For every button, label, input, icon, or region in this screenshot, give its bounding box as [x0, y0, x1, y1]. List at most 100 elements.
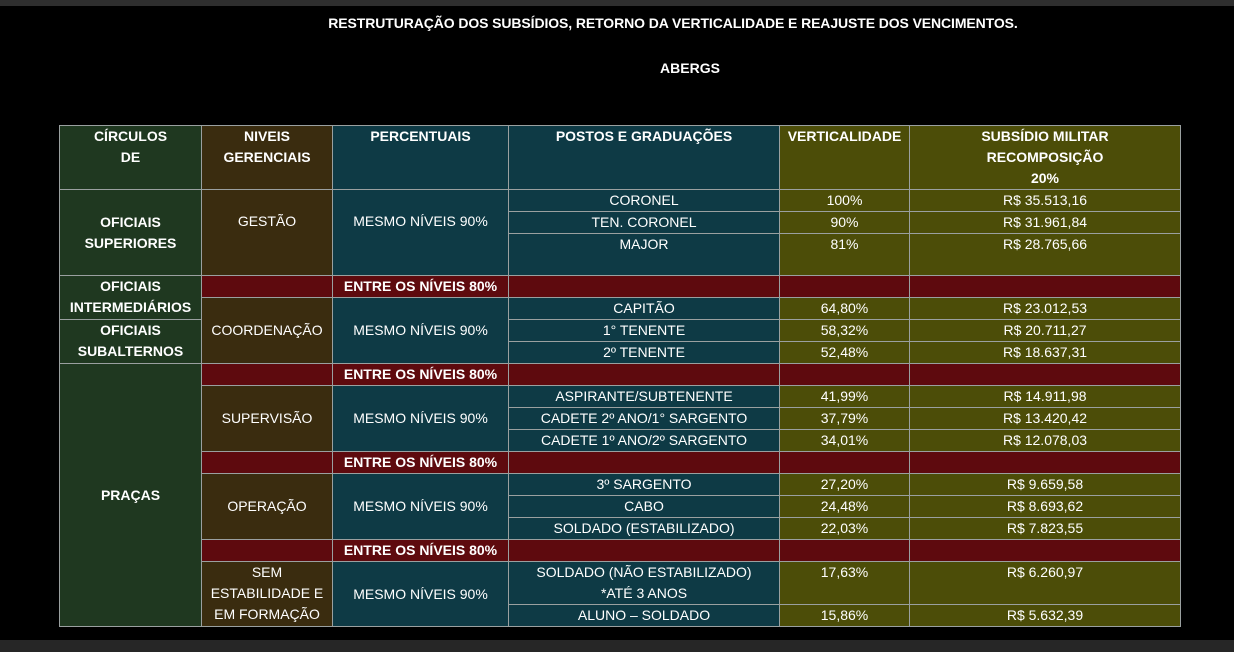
- window-top-bar: [0, 0, 1234, 6]
- nivel-coordenacao: COORDENAÇÃO: [201, 297, 333, 364]
- posto-line: SOLDADO (NÃO ESTABILIZADO): [536, 564, 752, 580]
- header-circulos-line: CÍRCULOS: [93, 128, 168, 144]
- header-subsidio-line: SUBSÍDIO MILITAR: [981, 128, 1109, 144]
- table-row: COORDENAÇÃO MESMO NÍVEIS 90% CAPITÃO 64,…: [60, 297, 1181, 364]
- header-niveis: NIVEIS GERENCIAIS: [201, 125, 333, 190]
- table-row: CADETE 1º ANO/2º SARGENTO 34,01% R$ 12.0…: [60, 429, 1181, 452]
- table-row: SUPERVISÃO MESMO NÍVEIS 90% ASPIRANTE/SU…: [60, 385, 1181, 452]
- entre-niveis-spacer: [508, 451, 780, 474]
- table-row: SEM ESTABILIDADE E EM FORMAÇÃO MESMO NÍV…: [60, 561, 1181, 627]
- circulo-oficiais-subalternos: OFICIAIS SUBALTERNOS: [59, 319, 202, 364]
- entre-niveis-spacer: [779, 363, 910, 386]
- entre-niveis-row: ENTRE OS NÍVEIS 80%: [60, 539, 1181, 562]
- subsidio-cell: R$ 35.513,16: [909, 189, 1181, 212]
- subsidio-cell: R$ 5.632,39: [909, 604, 1181, 627]
- subsidio-cell: R$ 12.078,03: [909, 429, 1181, 452]
- verticalidade-cell: 27,20%: [779, 473, 910, 496]
- verticalidade-cell: 58,32%: [779, 319, 910, 342]
- subsidio-cell: R$ 20.711,27: [909, 319, 1181, 342]
- circulo-line: SUPERIORES: [84, 234, 177, 251]
- header-subsidio-line: RECOMPOSIÇÃO: [986, 149, 1104, 165]
- entre-niveis-label: ENTRE OS NÍVEIS 80%: [332, 539, 509, 562]
- nivel-line: ESTABILIDADE E: [210, 585, 324, 601]
- verticalidade-cell: 17,63%: [779, 561, 910, 605]
- page-title: RESTRUTURAÇÃO DOS SUBSÍDIOS, RETORNO DA …: [328, 15, 1018, 31]
- entre-niveis-label: ENTRE OS NÍVEIS 80%: [332, 363, 509, 386]
- verticalidade-cell: 24,48%: [779, 495, 910, 518]
- header-circulos-line: DE: [120, 149, 141, 165]
- percentual-supervisao: MESMO NÍVEIS 90%: [332, 385, 509, 452]
- subsidio-cell: R$ 14.911,98: [909, 385, 1181, 408]
- entre-niveis-spacer: [201, 539, 333, 562]
- verticalidade-cell: 41,99%: [779, 385, 910, 408]
- entre-niveis-row: PRAÇAS ENTRE OS NÍVEIS 80%: [59, 363, 1181, 627]
- entre-niveis-spacer: [909, 275, 1181, 298]
- entre-niveis-spacer: [779, 275, 910, 298]
- header-postos: POSTOS E GRADUAÇÕES: [508, 125, 780, 190]
- nivel-line: EM FORMAÇÃO: [214, 606, 320, 622]
- circulo-pracas: PRAÇAS: [59, 363, 202, 627]
- entre-niveis-label: ENTRE OS NÍVEIS 80%: [332, 275, 509, 298]
- subsidio-cell: R$ 18.637,31: [909, 341, 1181, 364]
- posto-line: *ATÉ 3 ANOS: [600, 585, 688, 601]
- subsidio-cell: R$ 7.823,55: [909, 517, 1181, 540]
- percentual-sem-estabilidade: MESMO NÍVEIS 90%: [332, 561, 509, 627]
- header-verticalidade: VERTICALIDADE: [779, 125, 910, 190]
- entre-niveis-spacer: [909, 539, 1181, 562]
- header-percentuais: PERCENTUAIS: [332, 125, 509, 190]
- entre-niveis-spacer: [201, 451, 333, 474]
- table-row: ALUNO – SOLDADO 15,86% R$ 5.632,39: [60, 604, 1181, 627]
- percentual-coordenacao: MESMO NÍVEIS 90%: [332, 297, 509, 364]
- window-bottom-bar: [0, 640, 1234, 652]
- nivel-line: SEM: [251, 564, 283, 580]
- verticalidade-cell: 15,86%: [779, 604, 910, 627]
- circulo-line: SUBALTERNOS: [77, 343, 184, 359]
- circulo-line: OFICIAIS: [100, 322, 161, 338]
- circulo-oficiais-superiores: OFICIAIS SUPERIORES: [59, 189, 202, 276]
- entre-niveis-row: OFICIAIS INTERMEDIÁRIOS ENTRE OS NÍVEIS …: [59, 275, 1181, 320]
- nivel-sem-estabilidade: SEM ESTABILIDADE E EM FORMAÇÃO: [201, 561, 333, 627]
- circulo-line: OFICIAIS: [100, 278, 161, 294]
- subsidio-cell: R$ 23.012,53: [909, 297, 1181, 320]
- verticalidade-cell: 22,03%: [779, 517, 910, 540]
- table-row: OFICIAIS SUPERIORES GESTÃO MESMO NÍVEIS …: [59, 189, 1181, 276]
- page-subtitle: ABERGS: [660, 60, 720, 76]
- posto-cell: TEN. CORONEL: [508, 211, 780, 234]
- verticalidade-cell: 81%: [779, 233, 910, 276]
- table-row: TEN. CORONEL 90% R$ 31.961,84: [60, 211, 1181, 234]
- posto-cell: CADETE 1º ANO/2º SARGENTO: [508, 429, 780, 452]
- subsidio-cell: R$ 13.420,42: [909, 407, 1181, 430]
- posto-cell: 1° TENENTE: [508, 319, 780, 342]
- posto-cell: SOLDADO (ESTABILIZADO): [508, 517, 780, 540]
- entre-niveis-spacer: [779, 539, 910, 562]
- posto-cell: 3º SARGENTO: [508, 473, 780, 496]
- entre-niveis-label: ENTRE OS NÍVEIS 80%: [332, 451, 509, 474]
- subsidio-cell: R$ 28.765,66: [909, 233, 1181, 276]
- nivel-operacao: OPERAÇÃO: [201, 473, 333, 540]
- verticalidade-cell: 34,01%: [779, 429, 910, 452]
- entre-niveis-row: ENTRE OS NÍVEIS 80%: [60, 451, 1181, 474]
- table-row: CADETE 2º ANO/1° SARGENTO 37,79% R$ 13.4…: [60, 407, 1181, 430]
- header-subsidio-line: 20%: [1030, 170, 1060, 186]
- verticalidade-cell: 100%: [779, 189, 910, 212]
- verticalidade-cell: 52,48%: [779, 341, 910, 364]
- posto-cell: CAPITÃO: [508, 297, 780, 320]
- entre-niveis-spacer: [508, 363, 780, 386]
- verticalidade-cell: 90%: [779, 211, 910, 234]
- entre-niveis-spacer: [201, 275, 333, 298]
- table-row: OFICIAIS SUBALTERNOS 1° TENENTE 58,32% R…: [59, 319, 1181, 364]
- posto-cell: CABO: [508, 495, 780, 518]
- circulo-line: OFICIAIS: [100, 213, 161, 230]
- table-row: OPERAÇÃO MESMO NÍVEIS 90% 3º SARGENTO 27…: [60, 473, 1181, 540]
- posto-cell: 2º TENENTE: [508, 341, 780, 364]
- percentual-gestao: MESMO NÍVEIS 90%: [332, 189, 509, 276]
- table-row: 2º TENENTE 52,48% R$ 18.637,31: [60, 341, 1181, 364]
- posto-cell: CADETE 2º ANO/1° SARGENTO: [508, 407, 780, 430]
- subsidio-cell: R$ 31.961,84: [909, 211, 1181, 234]
- header-subsidio: SUBSÍDIO MILITAR RECOMPOSIÇÃO 20%: [909, 125, 1181, 190]
- header-row: CÍRCULOS DE NIVEIS GERENCIAIS PERCENTUAI…: [59, 125, 1181, 190]
- percentual-operacao: MESMO NÍVEIS 90%: [332, 473, 509, 540]
- header-niveis-line: NIVEIS: [244, 128, 290, 144]
- entre-niveis-spacer: [779, 451, 910, 474]
- circulo-line: INTERMEDIÁRIOS: [69, 299, 192, 315]
